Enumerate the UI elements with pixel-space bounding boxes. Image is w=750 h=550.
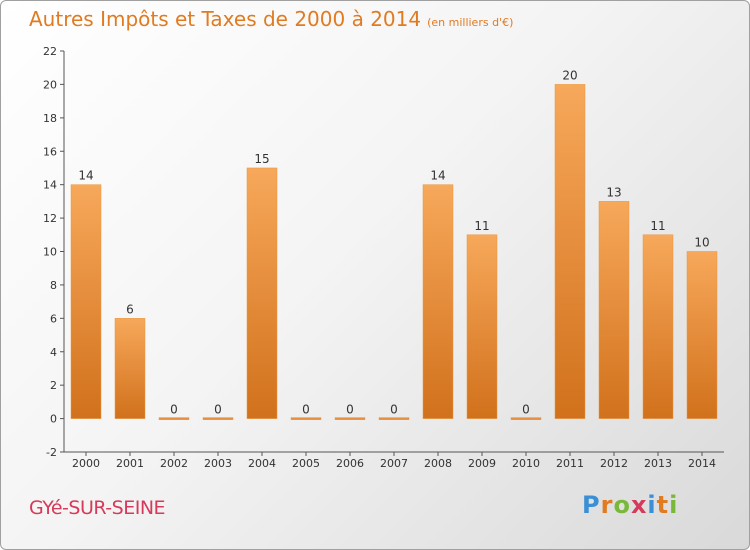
data-label: 10: [694, 236, 709, 250]
x-tick-label: 2006: [336, 457, 364, 470]
y-tick-label: 20: [43, 78, 57, 91]
city-name: GYé-SUR-SEINE: [29, 497, 166, 519]
x-tick-label: 2004: [248, 457, 276, 470]
data-label: 0: [390, 403, 398, 417]
x-tick-label: 2009: [468, 457, 496, 470]
logo-letter: r: [600, 491, 614, 519]
data-label: 0: [214, 403, 222, 417]
bar: [114, 318, 146, 419]
x-tick-label: 2012: [600, 457, 628, 470]
logo-letter: o: [613, 491, 631, 519]
title-text: Autres Impôts et Taxes de 2000 à 2014: [29, 7, 422, 31]
y-tick-label: -2: [46, 446, 57, 459]
bar: [422, 184, 454, 419]
x-tick-label: 2007: [380, 457, 408, 470]
x-tick-label: 2014: [688, 457, 716, 470]
bar: [510, 417, 542, 420]
logo-letter: i: [647, 491, 657, 519]
data-label: 13: [606, 185, 621, 199]
logo-letter: x: [630, 491, 648, 519]
data-label: 0: [302, 403, 310, 417]
bar: [378, 417, 410, 420]
x-tick-label: 2011: [556, 457, 584, 470]
data-label: 14: [78, 169, 93, 183]
chart-title: Autres Impôts et Taxes de 2000 à 2014 (en…: [29, 7, 513, 31]
x-tick-label: 2013: [644, 457, 672, 470]
bar: [598, 201, 630, 419]
bar: [202, 417, 234, 420]
bar: [158, 417, 190, 420]
data-label: 14: [430, 169, 445, 183]
bar: [466, 234, 498, 419]
logo-letter: P: [582, 491, 601, 519]
x-tick-label: 2002: [160, 457, 188, 470]
bar: [334, 417, 366, 420]
bar: [554, 84, 586, 419]
chart-subtitle: (en milliers d'€): [427, 16, 514, 29]
y-tick-label: 12: [43, 212, 57, 225]
y-tick-label: 18: [43, 112, 57, 125]
y-tick-label: 6: [50, 312, 57, 325]
x-tick-label: 2008: [424, 457, 452, 470]
bar: [642, 234, 674, 419]
data-label: 20: [562, 68, 577, 82]
y-tick-label: 14: [43, 179, 57, 192]
x-tick-label: 2005: [292, 457, 320, 470]
bar: [70, 184, 102, 419]
bar: [686, 251, 718, 419]
data-label: 11: [474, 219, 489, 233]
x-tick-label: 2003: [204, 457, 232, 470]
y-tick-label: 8: [50, 279, 57, 292]
y-tick-label: 0: [50, 413, 57, 426]
data-label: 0: [346, 403, 354, 417]
logo-letter: t: [656, 491, 670, 519]
y-tick-label: 16: [43, 145, 57, 158]
data-label: 6: [126, 302, 134, 316]
x-tick-label: 2000: [72, 457, 100, 470]
bar: [246, 167, 278, 419]
proxiti-logo: Proxiti: [582, 491, 678, 519]
y-tick-label: 2: [50, 379, 57, 392]
y-tick-label: 22: [43, 45, 57, 58]
data-label: 11: [650, 219, 665, 233]
y-tick-label: 4: [50, 346, 57, 359]
data-label: 0: [170, 403, 178, 417]
bar: [290, 417, 322, 420]
data-label: 15: [254, 152, 269, 166]
y-tick-label: 10: [43, 246, 57, 259]
x-tick-label: 2010: [512, 457, 540, 470]
logo-letter: i: [669, 491, 679, 519]
x-tick-label: 2001: [116, 457, 144, 470]
data-label: 0: [522, 403, 530, 417]
